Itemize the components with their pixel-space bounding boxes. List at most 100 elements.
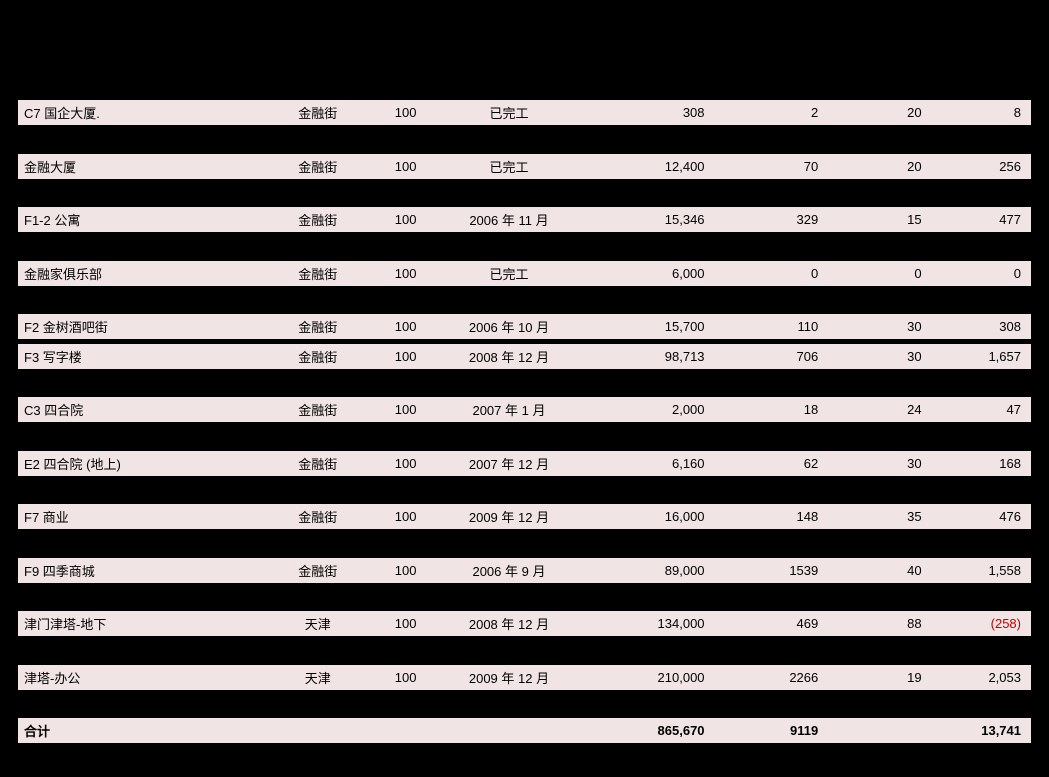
cell-name: F2 金树酒吧街 (18, 314, 266, 340)
spacer-row (18, 637, 1031, 665)
cell-date: 2006 年 10 月 (442, 314, 576, 340)
cell-num4: 1,657 (928, 344, 1031, 370)
cell-location: 金融街 (266, 344, 369, 370)
cell-location: 金融街 (266, 100, 369, 126)
spacer-row (18, 179, 1031, 207)
cell-date: 2007 年 1 月 (442, 397, 576, 423)
cell-num2: 110 (711, 314, 825, 340)
cell-num1: 6,160 (576, 451, 710, 477)
cell-percent: 100 (369, 451, 441, 477)
cell-num4: 2,053 (928, 665, 1031, 691)
cell-location: 天津 (266, 611, 369, 637)
cell-location (266, 718, 369, 744)
cell-num1: 15,700 (576, 314, 710, 340)
table-row: F3 写字楼金融街1002008 年 12 月98,713706301,657 (18, 344, 1031, 370)
table-row: C3 四合院金融街1002007 年 1 月2,000182447 (18, 397, 1031, 423)
cell-num2: 2 (711, 100, 825, 126)
cell-location: 金融街 (266, 397, 369, 423)
cell-location: 金融街 (266, 261, 369, 287)
cell-name: C3 四合院 (18, 397, 266, 423)
cell-percent: 100 (369, 100, 441, 126)
cell-num4: 8 (928, 100, 1031, 126)
cell-num4: 13,741 (928, 718, 1031, 744)
cell-date (442, 718, 576, 744)
spacer-row (18, 530, 1031, 558)
cell-num2: 148 (711, 504, 825, 530)
table-row: F7 商业金融街1002009 年 12 月16,00014835476 (18, 504, 1031, 530)
cell-num1: 89,000 (576, 558, 710, 584)
cell-percent: 100 (369, 154, 441, 180)
cell-num3: 30 (824, 344, 927, 370)
cell-num3: 15 (824, 207, 927, 233)
cell-location: 金融街 (266, 558, 369, 584)
cell-num3: 40 (824, 558, 927, 584)
total-row: 合计865,670911913,741 (18, 718, 1031, 744)
cell-num1: 12,400 (576, 154, 710, 180)
cell-num4: 168 (928, 451, 1031, 477)
cell-name: F1-2 公寓 (18, 207, 266, 233)
spacer-row (18, 690, 1031, 718)
cell-location: 金融街 (266, 207, 369, 233)
table-row: 金融家俱乐部金融街100已完工6,000000 (18, 261, 1031, 287)
spacer-row (18, 583, 1031, 611)
cell-percent: 100 (369, 344, 441, 370)
spacer-row (18, 233, 1031, 261)
cell-num1: 865,670 (576, 718, 710, 744)
cell-num3: 19 (824, 665, 927, 691)
cell-name: 合计 (18, 718, 266, 744)
spacer-row (18, 423, 1031, 451)
cell-num2: 469 (711, 611, 825, 637)
cell-date: 2009 年 12 月 (442, 504, 576, 530)
cell-num3 (824, 718, 927, 744)
cell-name: F3 写字楼 (18, 344, 266, 370)
cell-percent: 100 (369, 207, 441, 233)
cell-percent: 100 (369, 397, 441, 423)
cell-num2: 329 (711, 207, 825, 233)
spacer-row (18, 476, 1031, 504)
cell-date: 2008 年 12 月 (442, 611, 576, 637)
cell-date: 2009 年 12 月 (442, 665, 576, 691)
table-row: F1-2 公寓金融街1002006 年 11 月15,34632915477 (18, 207, 1031, 233)
cell-num3: 35 (824, 504, 927, 530)
cell-percent: 100 (369, 558, 441, 584)
cell-name: F9 四季商城 (18, 558, 266, 584)
cell-location: 金融街 (266, 504, 369, 530)
table-row: E2 四合院 (地上)金融街1002007 年 12 月6,1606230168 (18, 451, 1031, 477)
cell-date: 已完工 (442, 100, 576, 126)
spacer-row (18, 126, 1031, 154)
spacer-row (18, 369, 1031, 397)
cell-num4: 1,558 (928, 558, 1031, 584)
cell-num2: 2266 (711, 665, 825, 691)
cell-num4: 0 (928, 261, 1031, 287)
table-row: C7 国企大厦.金融街100已完工3082208 (18, 100, 1031, 126)
cell-num2: 70 (711, 154, 825, 180)
spacer-row (18, 286, 1031, 314)
cell-num4: 476 (928, 504, 1031, 530)
cell-num1: 210,000 (576, 665, 710, 691)
cell-name: 津门津塔-地下 (18, 611, 266, 637)
cell-num1: 16,000 (576, 504, 710, 530)
cell-num2: 1539 (711, 558, 825, 584)
cell-num4: 477 (928, 207, 1031, 233)
property-table: C7 国企大厦.金融街100已完工3082208金融大厦金融街100已完工12,… (18, 100, 1031, 744)
cell-percent: 100 (369, 504, 441, 530)
cell-num3: 30 (824, 451, 927, 477)
cell-percent: 100 (369, 314, 441, 340)
cell-num2: 706 (711, 344, 825, 370)
cell-date: 2007 年 12 月 (442, 451, 576, 477)
table-row: F9 四季商城金融街1002006 年 9 月89,0001539401,558 (18, 558, 1031, 584)
cell-num3: 30 (824, 314, 927, 340)
cell-num3: 0 (824, 261, 927, 287)
cell-date: 已完工 (442, 154, 576, 180)
cell-location: 金融街 (266, 154, 369, 180)
cell-num3: 20 (824, 100, 927, 126)
negative-value: (258) (991, 616, 1021, 631)
cell-num2: 0 (711, 261, 825, 287)
cell-num3: 20 (824, 154, 927, 180)
cell-num2: 18 (711, 397, 825, 423)
cell-date: 2006 年 9 月 (442, 558, 576, 584)
cell-num4: 256 (928, 154, 1031, 180)
cell-location: 天津 (266, 665, 369, 691)
cell-name: E2 四合院 (地上) (18, 451, 266, 477)
cell-name: 金融家俱乐部 (18, 261, 266, 287)
